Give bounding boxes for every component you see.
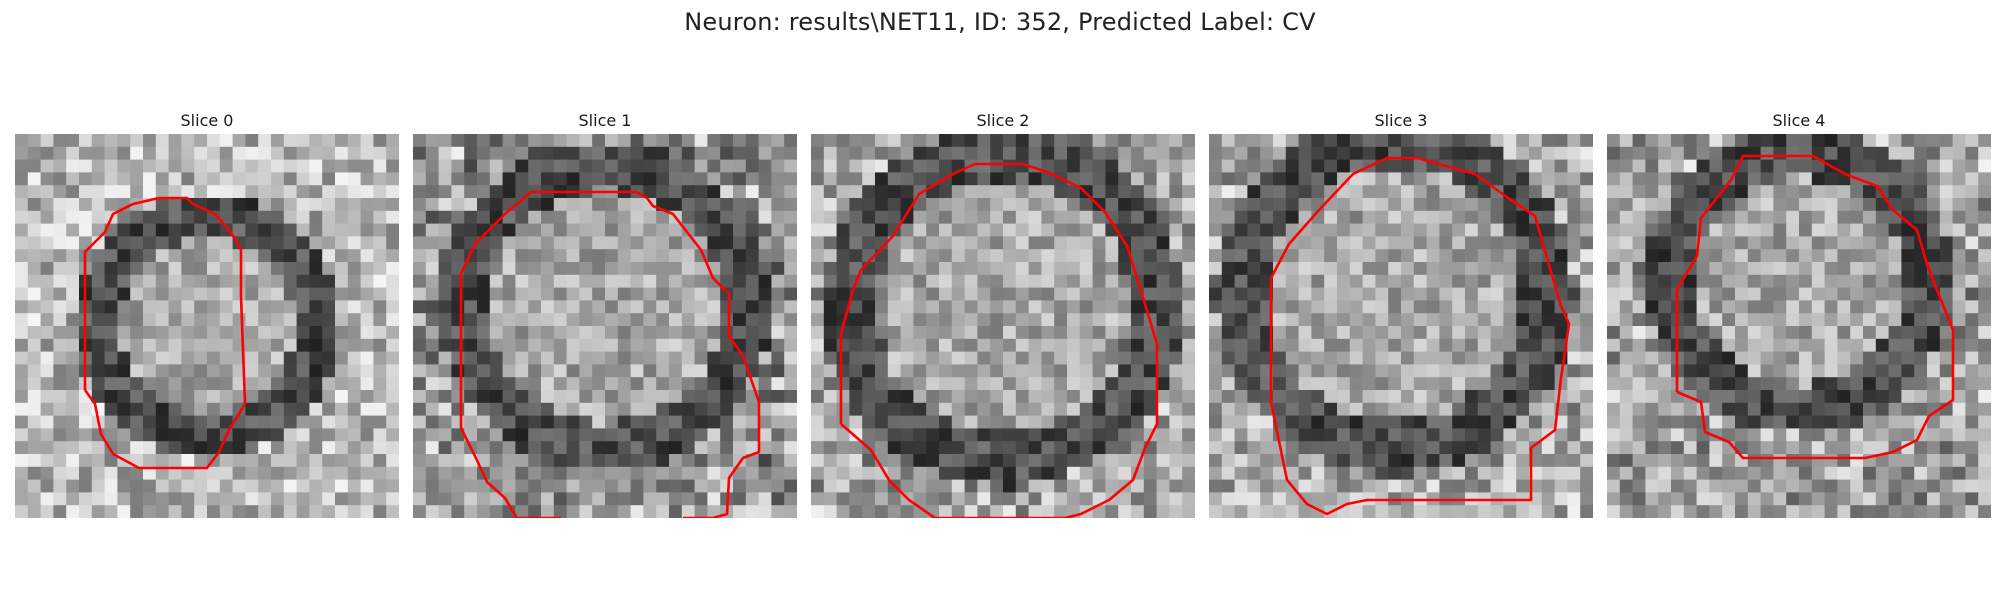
slice-panel-2: Slice 2: [811, 108, 1195, 518]
slice-panel-1: Slice 1: [413, 108, 797, 518]
segmentation-contour: [1675, 154, 1955, 460]
pixel-grid: [1607, 134, 1991, 518]
segmentation-contour: [839, 162, 1159, 518]
pixel-grid: [15, 134, 399, 518]
slice-panel-4: Slice 4: [1607, 108, 1991, 518]
slice-image-svg: [1607, 134, 1991, 518]
slice-title: Slice 3: [1374, 111, 1428, 130]
pixel-grid: [811, 134, 1195, 518]
segmentation-contour: [1269, 156, 1571, 516]
slice-title: Slice 1: [578, 111, 632, 130]
pixel-grid: [1209, 134, 1593, 518]
slice-image: [1607, 134, 1991, 518]
slice-image: [1209, 134, 1593, 518]
slice-image-svg: [811, 134, 1195, 518]
slice-image-svg: [413, 134, 797, 518]
slice-title: Slice 2: [976, 111, 1030, 130]
slice-title: Slice 4: [1772, 111, 1826, 130]
slice-panel-3: Slice 3: [1209, 108, 1593, 518]
slice-image-svg: [1209, 134, 1593, 518]
slice-image: [15, 134, 399, 518]
segmentation-contour: [83, 196, 247, 470]
slice-image: [413, 134, 797, 518]
slice-image-svg: [15, 134, 399, 518]
pixel-grid: [413, 134, 797, 518]
slice-image: [811, 134, 1195, 518]
slice-panel-0: Slice 0: [15, 108, 399, 518]
segmentation-contour: [459, 190, 761, 518]
figure-title: Neuron: results\NET11, ID: 352, Predicte…: [684, 8, 1316, 36]
slice-title: Slice 0: [180, 111, 234, 130]
